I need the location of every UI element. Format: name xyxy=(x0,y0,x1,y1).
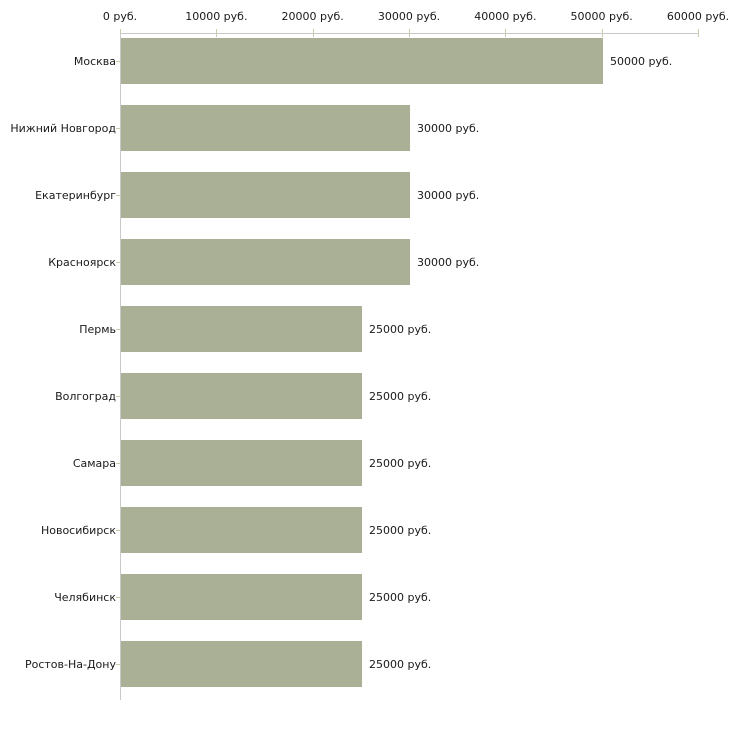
bar-row: Нижний Новгород 30000 руб. xyxy=(0,105,730,151)
x-axis-tick-label: 0 руб. xyxy=(102,10,138,23)
bar-row: Самара 25000 руб. xyxy=(0,440,730,486)
category-label: Пермь xyxy=(79,322,116,336)
bar-row: Ростов-На-Дону 25000 руб. xyxy=(0,641,730,687)
category-tick-mark xyxy=(116,396,120,397)
value-label: 25000 руб. xyxy=(369,456,432,470)
category-label: Екатеринбург xyxy=(35,188,116,202)
bar-row: Новосибирск 25000 руб. xyxy=(0,507,730,553)
x-axis-tick-label: 60000 руб. xyxy=(666,10,730,23)
category-tick-mark xyxy=(116,597,120,598)
category-label: Красноярск xyxy=(48,255,116,269)
category-tick-mark xyxy=(116,664,120,665)
category-tick-mark xyxy=(116,530,120,531)
bar-row: Красноярск 30000 руб. xyxy=(0,239,730,285)
value-label: 25000 руб. xyxy=(369,590,432,604)
bar xyxy=(121,239,410,285)
bar xyxy=(121,105,410,151)
x-axis-tick-label: 50000 руб. xyxy=(570,10,633,23)
value-label: 50000 руб. xyxy=(610,54,673,68)
category-tick-mark xyxy=(116,329,120,330)
bar xyxy=(121,306,362,352)
bar xyxy=(121,440,362,486)
category-label: Ростов-На-Дону xyxy=(24,657,116,671)
value-label: 30000 руб. xyxy=(417,121,480,135)
category-tick-mark xyxy=(116,61,120,62)
bar-row: Пермь 25000 руб. xyxy=(0,306,730,352)
value-label: 25000 руб. xyxy=(369,389,432,403)
category-label: Волгоград xyxy=(55,389,116,403)
bar xyxy=(121,373,362,419)
x-axis-tick-label: 10000 руб. xyxy=(185,10,248,23)
value-label: 25000 руб. xyxy=(369,657,432,671)
category-label: Нижний Новгород xyxy=(10,121,116,135)
bar xyxy=(121,641,362,687)
bar xyxy=(121,507,362,553)
category-tick-mark xyxy=(116,463,120,464)
category-label: Москва xyxy=(73,54,116,68)
bar-row: Екатеринбург 30000 руб. xyxy=(0,172,730,218)
x-axis-tick-label: 30000 руб. xyxy=(377,10,441,23)
value-label: 25000 руб. xyxy=(369,322,432,336)
y-axis-line xyxy=(120,33,121,700)
bar xyxy=(121,38,603,84)
category-label: Челябинск xyxy=(54,590,116,604)
value-label: 25000 руб. xyxy=(369,523,432,537)
bar xyxy=(121,574,362,620)
bar-row: Челябинск 25000 руб. xyxy=(0,574,730,620)
category-label: Самара xyxy=(72,456,116,470)
value-label: 30000 руб. xyxy=(417,188,480,202)
category-tick-mark xyxy=(116,195,120,196)
category-tick-mark xyxy=(116,262,120,263)
value-label: 30000 руб. xyxy=(417,255,480,269)
bar-row: Волгоград 25000 руб. xyxy=(0,373,730,419)
x-axis-tick-label: 40000 руб. xyxy=(474,10,537,23)
x-axis-line xyxy=(120,33,699,34)
bar xyxy=(121,172,410,218)
bar-row: Москва 50000 руб. xyxy=(0,38,730,84)
x-axis-tick-label: 20000 руб. xyxy=(281,10,344,23)
category-label: Новосибирск xyxy=(40,523,116,537)
category-tick-mark xyxy=(116,128,120,129)
